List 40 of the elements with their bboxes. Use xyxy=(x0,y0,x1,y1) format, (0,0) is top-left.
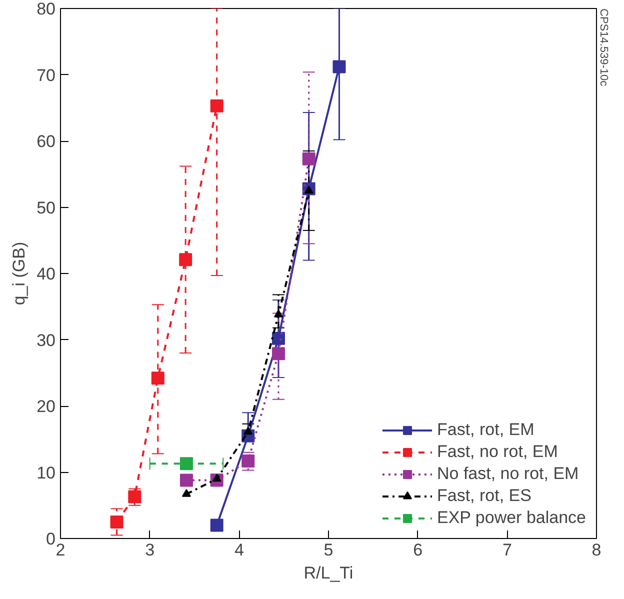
legend-label: No fast, no rot, EM xyxy=(436,464,579,484)
text: CPS14.539-10c xyxy=(598,8,610,87)
point xyxy=(272,347,285,360)
y-tick-label: 0 xyxy=(46,530,56,548)
point xyxy=(182,488,191,497)
legend-label: Fast, rot, ES xyxy=(436,486,532,506)
y-tick-label: 60 xyxy=(36,132,56,151)
x-tick-label: 4 xyxy=(234,540,244,560)
point xyxy=(242,454,255,468)
point xyxy=(210,518,224,532)
x-tick-label: 2 xyxy=(56,540,66,560)
x-tick-label: 7 xyxy=(502,540,512,560)
point xyxy=(180,457,193,470)
point xyxy=(272,332,285,345)
legend-label: EXP power balance xyxy=(436,508,586,528)
y-tick-label: 50 xyxy=(36,198,56,218)
point xyxy=(180,474,193,487)
point xyxy=(210,99,224,112)
x-tick-label: 3 xyxy=(145,540,155,560)
point xyxy=(332,60,346,74)
y-tick-label: 30 xyxy=(36,330,56,350)
y-tick-label: 70 xyxy=(36,66,56,85)
point xyxy=(110,515,124,528)
x-axis-title: R/L_Ti xyxy=(304,564,354,582)
point xyxy=(179,253,192,266)
y-tick-label: 40 xyxy=(36,264,56,284)
point xyxy=(128,490,142,504)
y-tick-label: 20 xyxy=(36,397,56,416)
x-tick-label: 6 xyxy=(413,540,423,560)
y-tick-label: 80 xyxy=(36,0,56,18)
y-axis-title: q_i (GB) xyxy=(10,242,29,306)
legend-label: Fast, rot, EM xyxy=(436,420,534,440)
point xyxy=(302,152,316,166)
point xyxy=(244,426,253,435)
point xyxy=(151,372,164,385)
legend-label: Fast, no rot, EM xyxy=(436,442,558,462)
point xyxy=(274,309,283,318)
x-tick-label: 8 xyxy=(592,540,602,560)
x-tick-label: 5 xyxy=(324,540,334,560)
y-tick-label: 10 xyxy=(36,463,56,482)
